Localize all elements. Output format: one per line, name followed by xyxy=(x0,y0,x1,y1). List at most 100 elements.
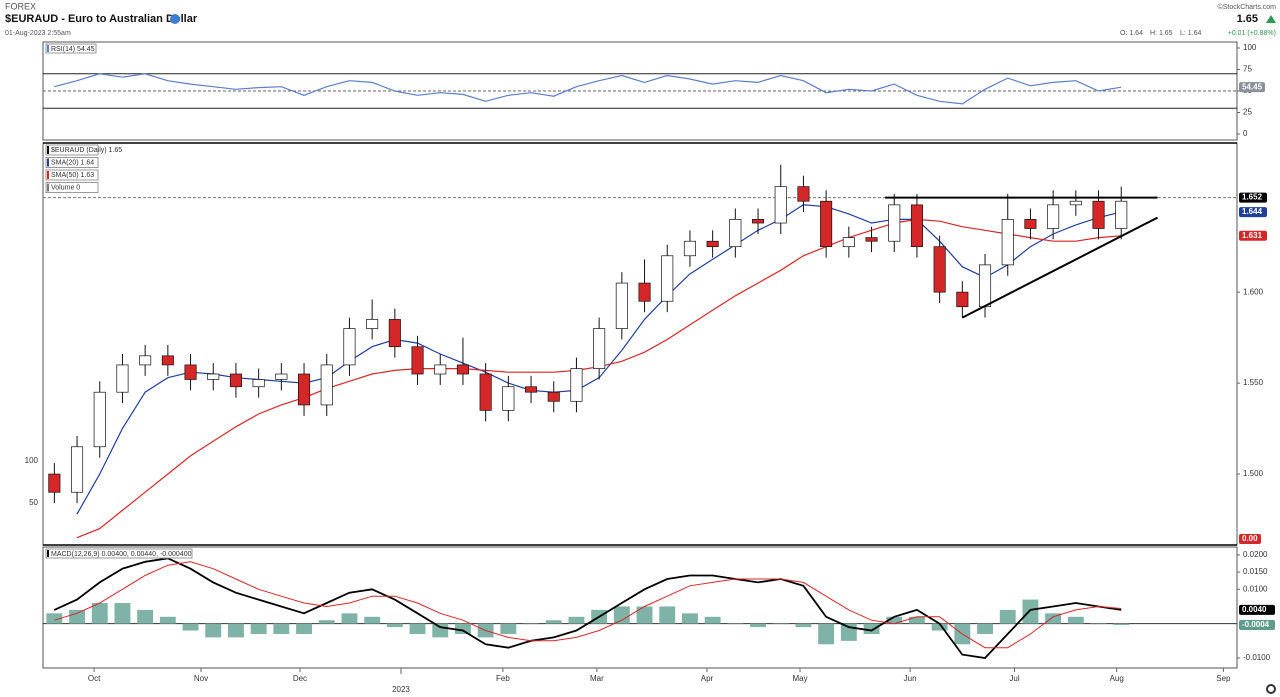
settings-icon[interactable] xyxy=(1266,684,1276,694)
value-tag-label: -0.0004 xyxy=(1242,620,1270,629)
histogram-bar xyxy=(69,609,85,624)
value-tag xyxy=(1239,207,1267,218)
candle-body xyxy=(48,473,61,493)
value-tag xyxy=(1239,192,1267,203)
up-arrow xyxy=(1266,15,1276,23)
histogram-bar xyxy=(545,620,562,624)
legend-label: $EURAUD (Daily) 1.65 xyxy=(51,147,122,154)
legend-box xyxy=(45,169,99,181)
y-tick-label: 100 xyxy=(1243,43,1257,52)
legend-label: MACD(12,26,9) 0.00400, 0.00440, -0.00040… xyxy=(51,551,192,558)
value-tag xyxy=(1239,82,1265,93)
info-icon[interactable] xyxy=(170,14,180,24)
x-tick-label: Dec xyxy=(293,674,307,683)
legend-box xyxy=(45,157,99,168)
candle-body xyxy=(933,246,946,293)
candle-body xyxy=(1069,200,1082,206)
copyright: ©StockCharts.com xyxy=(1218,3,1277,11)
histogram-bar xyxy=(704,616,721,624)
candle-body xyxy=(1047,204,1060,229)
x-tick-label: Sep xyxy=(1216,674,1231,683)
x-tick-label: Aug xyxy=(1110,674,1124,683)
histogram-bar xyxy=(908,616,925,624)
high: H: 1.65 xyxy=(1150,30,1173,37)
candle-body xyxy=(797,186,810,202)
candle-body xyxy=(638,282,651,302)
candle-body xyxy=(593,328,606,369)
value-tag-label: 1.652 xyxy=(1242,193,1263,202)
histogram-bar xyxy=(500,623,517,634)
candle-body xyxy=(865,237,878,242)
histogram-bar xyxy=(568,616,585,624)
candle-body xyxy=(434,364,447,375)
histogram-bar xyxy=(931,623,948,631)
histogram-bar xyxy=(727,623,744,625)
x-tick-label: Oct xyxy=(88,674,101,683)
x-tick-label: Jun xyxy=(904,674,917,683)
histogram-bar xyxy=(1022,599,1039,624)
candle-body xyxy=(502,386,515,411)
candle-body xyxy=(774,186,787,224)
histogram-bar xyxy=(250,623,267,634)
candle-body xyxy=(161,355,174,366)
value-tag-label: 0.0040 xyxy=(1242,605,1267,614)
candle-body xyxy=(456,364,469,375)
y-tick-label: -0.0100 xyxy=(1243,653,1271,662)
histogram-bar xyxy=(159,616,176,624)
legend-swatch xyxy=(47,146,49,154)
histogram-bar xyxy=(818,623,835,645)
candle-body xyxy=(479,373,492,411)
low: L: 1.64 xyxy=(1180,30,1202,37)
legend-swatch xyxy=(47,171,49,179)
chart-title: $EURAUD - Euro to Australian Dollar xyxy=(5,13,198,25)
series-line xyxy=(54,561,1122,649)
histogram-bar xyxy=(1067,616,1084,624)
histogram-bar xyxy=(409,623,426,634)
legend-swatch xyxy=(47,550,49,557)
histogram-bar xyxy=(977,623,993,634)
value-tag xyxy=(1239,534,1261,544)
value-tag-label: 1.631 xyxy=(1242,231,1263,240)
y-tick-label: 1.500 xyxy=(1243,469,1264,478)
histogram-bar xyxy=(636,606,653,624)
legend-swatch xyxy=(47,158,49,167)
histogram-bar xyxy=(364,616,381,624)
y-tick-label: 1.550 xyxy=(1243,378,1264,387)
histogram-bar xyxy=(454,623,471,634)
exchange: FOREX xyxy=(5,1,36,11)
histogram-bar xyxy=(228,623,244,638)
y-tick-label: 0 xyxy=(1243,129,1248,138)
candle-body xyxy=(525,386,538,393)
candle-body xyxy=(229,373,242,388)
value-tag-label: 0.00 xyxy=(1242,534,1258,543)
candle-body xyxy=(1024,219,1037,229)
candle-body xyxy=(752,219,765,224)
candle-body xyxy=(547,391,560,402)
last-price: 1.65 xyxy=(1237,13,1258,25)
trendline xyxy=(961,216,1159,319)
candle-body xyxy=(842,237,855,248)
candle-body xyxy=(184,364,197,380)
y-tick-label: 1.600 xyxy=(1243,287,1264,296)
candle-body xyxy=(820,200,833,248)
candle-body xyxy=(1092,200,1105,229)
x-tick-label: May xyxy=(792,674,807,683)
x-tick-label: Feb xyxy=(496,674,510,683)
candle-body xyxy=(661,255,674,302)
histogram-bar xyxy=(999,609,1016,624)
series-line xyxy=(54,73,1122,105)
candle-body xyxy=(298,373,311,406)
histogram-bar xyxy=(46,613,63,624)
candle-body xyxy=(570,368,583,402)
histogram-bar xyxy=(613,606,630,624)
candle-body xyxy=(683,240,696,257)
legend-label: SMA(50) 1.63 xyxy=(51,172,94,179)
candle-body xyxy=(93,391,106,448)
candle-body xyxy=(275,373,288,380)
y-tick-label: 25 xyxy=(1243,108,1252,117)
candle-body xyxy=(910,204,923,248)
histogram-bar xyxy=(659,606,676,624)
candle-body xyxy=(320,364,333,406)
candle-body xyxy=(252,379,265,388)
histogram-bar xyxy=(1090,623,1107,625)
